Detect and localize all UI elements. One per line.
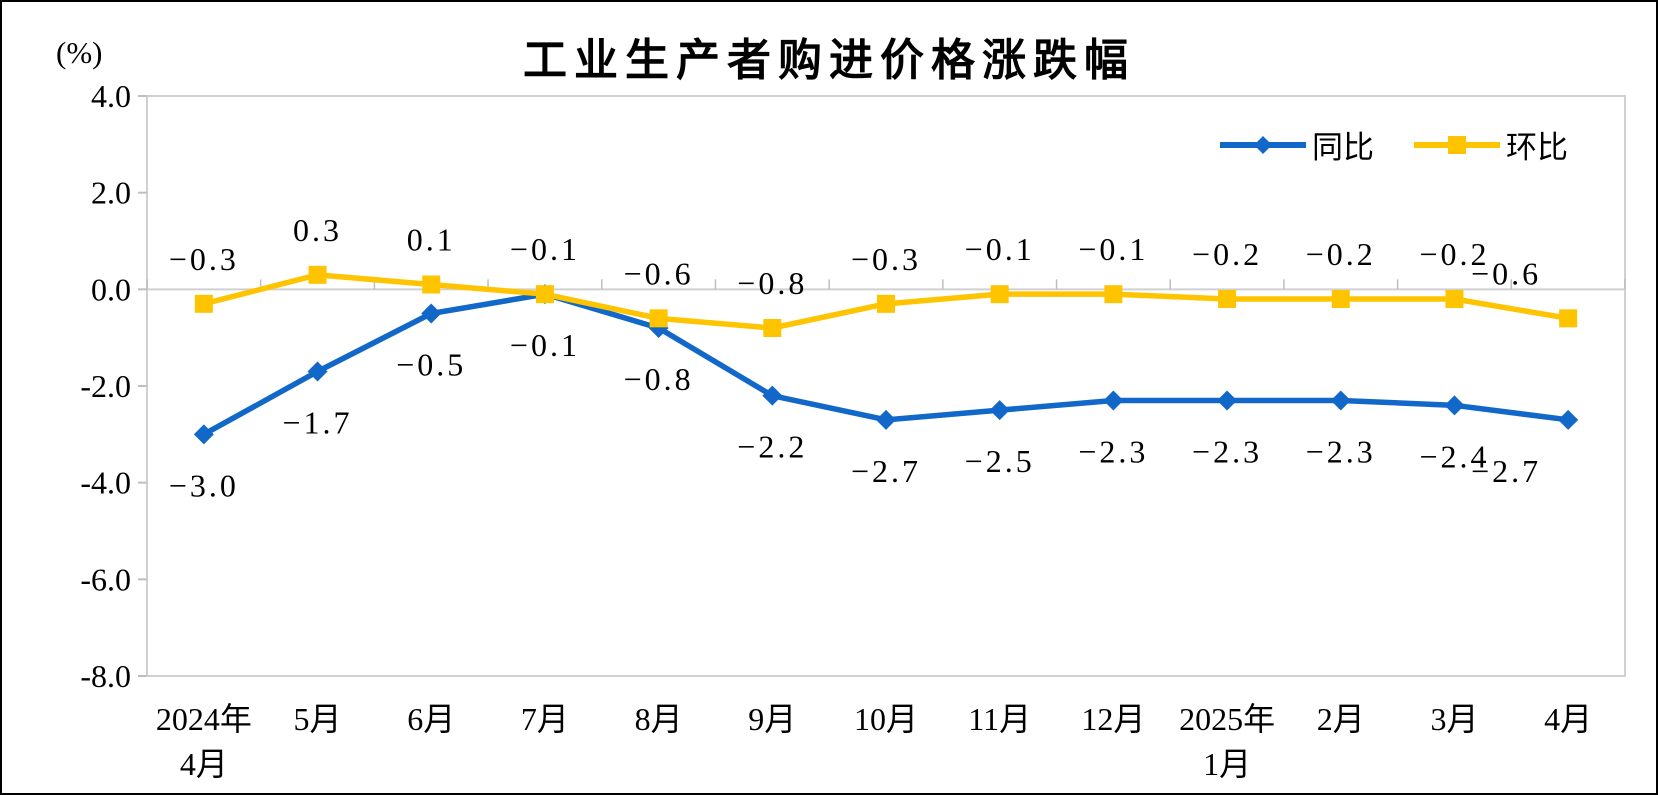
diamond-data-point bbox=[1444, 395, 1465, 416]
data-label: −0.2 bbox=[1419, 236, 1489, 272]
data-label: −2.3 bbox=[1078, 434, 1148, 470]
square-data-point bbox=[535, 285, 554, 304]
x-axis-category-label: 7月 bbox=[521, 701, 569, 737]
mom-swatch bbox=[1414, 135, 1500, 154]
diamond-marker-icon bbox=[1254, 135, 1272, 154]
y-axis-tick-label: -6.0 bbox=[80, 561, 131, 597]
data-label: −0.1 bbox=[965, 231, 1035, 267]
diamond-data-point bbox=[193, 424, 214, 445]
legend-item-mom: 环比 bbox=[1412, 122, 1568, 167]
data-label: −0.3 bbox=[169, 241, 239, 277]
data-label: −0.1 bbox=[510, 327, 580, 363]
data-label: −0.1 bbox=[510, 231, 580, 267]
data-label: −0.8 bbox=[624, 361, 694, 397]
yoy-swatch bbox=[1220, 135, 1306, 154]
y-axis-unit-label: (%) bbox=[56, 35, 103, 70]
diamond-data-point bbox=[307, 361, 328, 382]
square-data-point bbox=[990, 285, 1009, 304]
data-label: −0.6 bbox=[624, 255, 694, 291]
data-label: −2.5 bbox=[965, 443, 1035, 479]
data-label: −3.0 bbox=[169, 467, 239, 503]
square-data-point bbox=[422, 275, 441, 294]
data-label: −0.5 bbox=[396, 347, 466, 383]
data-label: 0.1 bbox=[407, 222, 456, 258]
legend-item-yoy: 同比 bbox=[1218, 122, 1374, 167]
data-label: −0.3 bbox=[851, 241, 921, 277]
diamond-data-point bbox=[421, 303, 442, 324]
square-data-point bbox=[649, 309, 668, 328]
data-label: −0.8 bbox=[737, 265, 807, 301]
x-axis-category-label: 5月 bbox=[294, 701, 342, 737]
y-axis-tick-label: 4.0 bbox=[91, 78, 131, 114]
data-label: −2.7 bbox=[1471, 453, 1541, 489]
data-label: −2.4 bbox=[1419, 438, 1489, 474]
square-data-point bbox=[1104, 285, 1123, 304]
data-label: −2.2 bbox=[737, 429, 807, 465]
data-label: −0.1 bbox=[1078, 231, 1148, 267]
data-label: −0.2 bbox=[1192, 236, 1262, 272]
data-label: −2.3 bbox=[1306, 434, 1376, 470]
x-axis-category-label: 4月 bbox=[1544, 701, 1592, 737]
y-axis-tick-label: -4.0 bbox=[80, 465, 131, 501]
data-label: −1.7 bbox=[283, 405, 353, 441]
diamond-data-point bbox=[1558, 409, 1579, 430]
x-axis-category-label: 9月 bbox=[748, 701, 796, 737]
diamond-data-point bbox=[1103, 390, 1124, 411]
square-data-point bbox=[308, 265, 327, 284]
square-data-point bbox=[1218, 290, 1237, 308]
y-axis-tick-label: 2.0 bbox=[91, 175, 131, 211]
square-data-point bbox=[763, 319, 782, 337]
square-data-point bbox=[1559, 309, 1578, 328]
x-axis-category-label: 12月 bbox=[1081, 701, 1145, 737]
plot-border bbox=[146, 95, 1626, 677]
x-axis-category-label: 2025年 1月 bbox=[1179, 701, 1275, 782]
square-data-point bbox=[1445, 290, 1464, 308]
y-axis-tick-label: 0.0 bbox=[91, 271, 131, 307]
x-axis-category-label: 2月 bbox=[1317, 701, 1365, 737]
square-marker-icon bbox=[1448, 135, 1466, 154]
square-data-point bbox=[1331, 290, 1350, 308]
legend-label-yoy: 同比 bbox=[1312, 130, 1374, 165]
diamond-data-point bbox=[762, 385, 783, 406]
x-axis-category-label: 11月 bbox=[968, 701, 1031, 737]
data-label: −2.7 bbox=[851, 453, 921, 489]
x-axis-category-label: 8月 bbox=[635, 701, 683, 737]
x-axis-category-label: 2024年 4月 bbox=[156, 701, 252, 782]
diamond-data-point bbox=[1217, 390, 1238, 411]
data-label: −0.6 bbox=[1471, 255, 1541, 291]
data-label: −0.2 bbox=[1306, 236, 1376, 272]
x-axis-category-label: 6月 bbox=[407, 701, 455, 737]
square-data-point bbox=[194, 294, 213, 313]
legend: 同比 环比 bbox=[1218, 122, 1568, 167]
square-data-point bbox=[877, 294, 895, 313]
y-axis-tick-label: -8.0 bbox=[80, 658, 131, 694]
x-axis-category-label: 10月 bbox=[854, 701, 918, 737]
diamond-data-point bbox=[1330, 390, 1351, 411]
chart-title: 工业生产者购进价格涨跌幅 bbox=[523, 36, 1135, 85]
data-label: 0.3 bbox=[293, 212, 342, 248]
data-label: −2.3 bbox=[1192, 434, 1262, 470]
legend-label-mom: 环比 bbox=[1506, 130, 1568, 165]
diamond-data-point bbox=[876, 409, 896, 430]
y-axis-tick-label: -2.0 bbox=[80, 368, 131, 404]
diamond-data-point bbox=[989, 400, 1010, 421]
x-axis-category-label: 3月 bbox=[1430, 701, 1478, 737]
